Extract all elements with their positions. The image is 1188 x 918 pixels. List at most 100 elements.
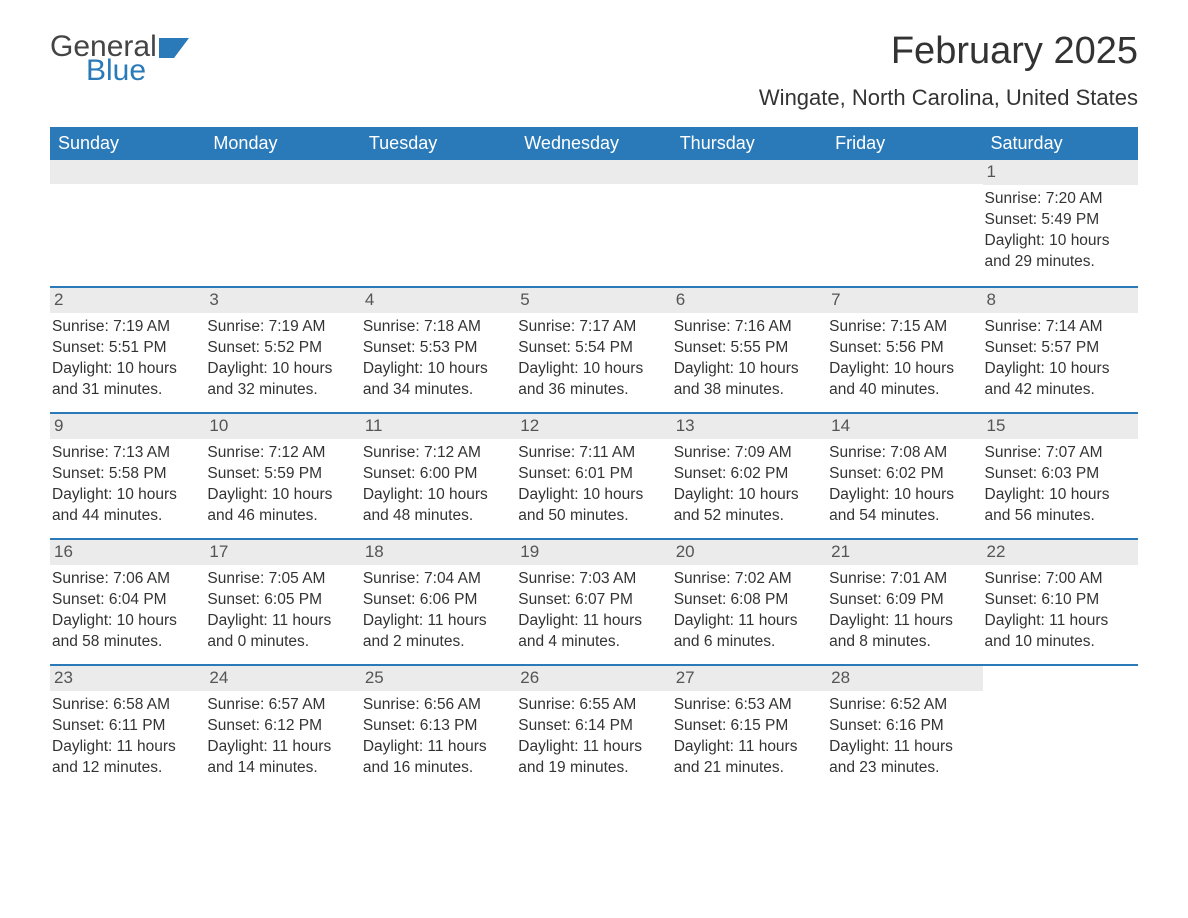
day-number: 19 — [516, 540, 671, 565]
sunrise-text: Sunrise: 7:19 AM — [52, 317, 199, 338]
day-number: 28 — [827, 666, 982, 691]
day-cell: 26Sunrise: 6:55 AMSunset: 6:14 PMDayligh… — [516, 666, 671, 790]
day-number: 14 — [827, 414, 982, 439]
empty-cell — [983, 666, 1138, 790]
day-number: 22 — [983, 540, 1138, 565]
empty-daynum — [205, 160, 360, 184]
day-cell: 14Sunrise: 7:08 AMSunset: 6:02 PMDayligh… — [827, 414, 982, 538]
sunrise-text: Sunrise: 7:09 AM — [674, 443, 821, 464]
day-number: 1 — [983, 160, 1138, 185]
day-number: 17 — [205, 540, 360, 565]
sunset-text: Sunset: 6:02 PM — [674, 464, 821, 485]
empty-daynum — [516, 160, 671, 184]
location-text: Wingate, North Carolina, United States — [759, 85, 1138, 111]
sunset-text: Sunset: 5:53 PM — [363, 338, 510, 359]
sunset-text: Sunset: 6:04 PM — [52, 590, 199, 611]
daylight-text: Daylight: 10 hours and 50 minutes. — [518, 485, 665, 527]
title-block: February 2025 Wingate, North Carolina, U… — [759, 30, 1138, 111]
empty-daynum — [361, 160, 516, 184]
day-cell: 4 Sunrise: 7:18 AMSunset: 5:53 PMDaylight… — [361, 288, 516, 412]
day-number: 24 — [205, 666, 360, 691]
sunset-text: Sunset: 6:16 PM — [829, 716, 976, 737]
day-cell: 21Sunrise: 7:01 AMSunset: 6:09 PMDayligh… — [827, 540, 982, 664]
day-number: 4 — [361, 288, 516, 313]
sunrise-text: Sunrise: 7:13 AM — [52, 443, 199, 464]
sunset-text: Sunset: 5:52 PM — [207, 338, 354, 359]
sunset-text: Sunset: 6:09 PM — [829, 590, 976, 611]
sunrise-text: Sunrise: 7:01 AM — [829, 569, 976, 590]
empty-cell — [516, 160, 671, 286]
sunset-text: Sunset: 5:54 PM — [518, 338, 665, 359]
sunset-text: Sunset: 6:08 PM — [674, 590, 821, 611]
sunrise-text: Sunrise: 7:20 AM — [985, 189, 1132, 210]
daylight-text: Daylight: 11 hours and 2 minutes. — [363, 611, 510, 653]
month-title: February 2025 — [759, 30, 1138, 73]
week-row: 2 Sunrise: 7:19 AMSunset: 5:51 PM Daylight… — [50, 286, 1138, 412]
sunset-text: Sunset: 6:03 PM — [985, 464, 1132, 485]
day-number: 5 — [516, 288, 671, 313]
sunrise-text: Sunrise: 7:15 AM — [829, 317, 976, 338]
sunrise-text: Sunrise: 6:57 AM — [207, 695, 354, 716]
day-number: 9 — [50, 414, 205, 439]
daylight-text: Daylight: 10 hours and 44 minutes. — [52, 485, 199, 527]
day-number: 7 — [827, 288, 982, 313]
daylight-text: Daylight: 11 hours and 8 minutes. — [829, 611, 976, 653]
daylight-text: Daylight: 10 hours and 48 minutes. — [363, 485, 510, 527]
empty-cell — [672, 160, 827, 286]
day-cell: 20Sunrise: 7:02 AMSunset: 6:08 PMDayligh… — [672, 540, 827, 664]
empty-daynum — [827, 160, 982, 184]
daylight-text: Daylight: 10 hours and 29 minutes. — [985, 231, 1132, 273]
day-number: 25 — [361, 666, 516, 691]
daylight-text: Daylight: 10 hours and 36 minutes. — [518, 359, 665, 401]
day-number: 15 — [983, 414, 1138, 439]
day-cell: 6Sunrise: 7:16 AMSunset: 5:55 PMDaylight… — [672, 288, 827, 412]
daylight-text: Daylight: 11 hours and 14 minutes. — [207, 737, 354, 779]
sunset-text: Sunset: 6:10 PM — [985, 590, 1132, 611]
daylight-text: Daylight: 10 hours and 34 minutes. — [363, 359, 510, 401]
daylight-text: Daylight: 11 hours and 0 minutes. — [207, 611, 354, 653]
day-number: 26 — [516, 666, 671, 691]
sunset-text: Sunset: 6:15 PM — [674, 716, 821, 737]
daylight-text: Daylight: 11 hours and 10 minutes. — [985, 611, 1132, 653]
day-number: 6 — [672, 288, 827, 313]
sunrise-text: Sunrise: 6:55 AM — [518, 695, 665, 716]
page-header: General Blue February 2025 Wingate, Nort… — [50, 30, 1138, 111]
sunset-text: Sunset: 6:11 PM — [52, 716, 199, 737]
daylight-text: Daylight: 11 hours and 23 minutes. — [829, 737, 976, 779]
day-cell: 22Sunrise: 7:00 AMSunset: 6:10 PMDayligh… — [983, 540, 1138, 664]
day-cell: 27Sunrise: 6:53 AMSunset: 6:15 PMDayligh… — [672, 666, 827, 790]
day-cell: 12Sunrise: 7:11 AMSunset: 6:01 PMDayligh… — [516, 414, 671, 538]
empty-cell — [50, 160, 205, 286]
sunset-text: Sunset: 5:57 PM — [985, 338, 1132, 359]
sunset-text: Sunset: 6:12 PM — [207, 716, 354, 737]
sunrise-text: Sunrise: 7:07 AM — [985, 443, 1132, 464]
sunrise-text: Sunrise: 7:04 AM — [363, 569, 510, 590]
daylight-text: Daylight: 11 hours and 21 minutes. — [674, 737, 821, 779]
day-cell: 8Sunrise: 7:14 AMSunset: 5:57 PMDaylight… — [983, 288, 1138, 412]
sunset-text: Sunset: 6:01 PM — [518, 464, 665, 485]
day-cell: 24 Sunrise: 6:57 AMSunset: 6:12 PMDayligh… — [205, 666, 360, 790]
week-row: 1 Sunrise: 7:20 AMSunset: 5:49 PMDaylight… — [50, 160, 1138, 286]
day-cell: 23Sunrise: 6:58 AMSunset: 6:11 PMDayligh… — [50, 666, 205, 790]
daylight-text: Daylight: 11 hours and 6 minutes. — [674, 611, 821, 653]
day-number: 16 — [50, 540, 205, 565]
empty-cell — [361, 160, 516, 286]
day-number: 2 — [50, 288, 205, 313]
sunrise-text: Sunrise: 7:18 AM — [363, 317, 510, 338]
sunrise-text: Sunrise: 6:52 AM — [829, 695, 976, 716]
sunrise-text: Sunrise: 7:17 AM — [518, 317, 665, 338]
sunset-text: Sunset: 5:49 PM — [985, 210, 1132, 231]
empty-daynum — [672, 160, 827, 184]
day-number: 23 — [50, 666, 205, 691]
sunrise-text: Sunrise: 7:16 AM — [674, 317, 821, 338]
sunset-text: Sunset: 5:51 PM — [52, 338, 199, 359]
day-cell: 5 Sunrise: 7:17 AMSunset: 5:54 PMDaylight… — [516, 288, 671, 412]
sunrise-text: Sunrise: 7:03 AM — [518, 569, 665, 590]
sunrise-text: Sunrise: 7:12 AM — [207, 443, 354, 464]
empty-cell — [205, 160, 360, 286]
logo-flag-icon — [159, 38, 189, 58]
sunrise-text: Sunrise: 6:53 AM — [674, 695, 821, 716]
day-cell: 15Sunrise: 7:07 AMSunset: 6:03 PMDayligh… — [983, 414, 1138, 538]
day-number: 11 — [361, 414, 516, 439]
sunset-text: Sunset: 6:05 PM — [207, 590, 354, 611]
